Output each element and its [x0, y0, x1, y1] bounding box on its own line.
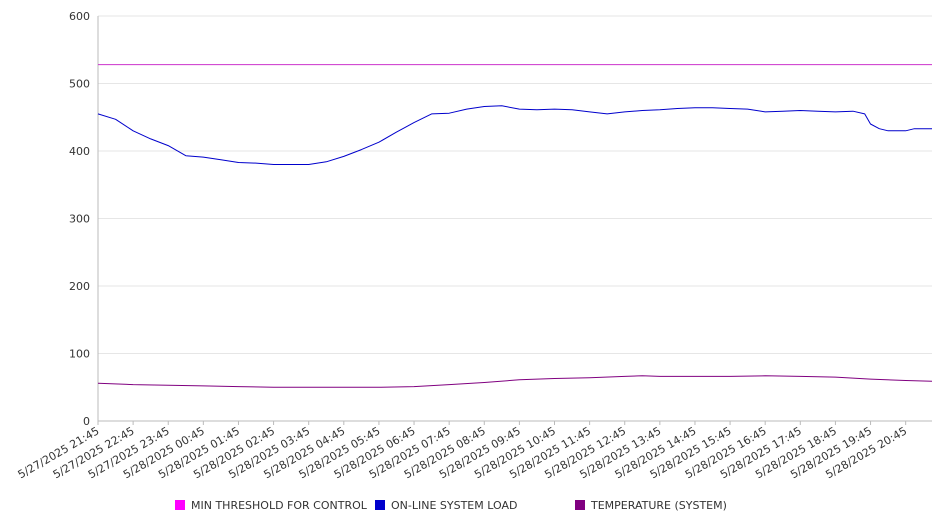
y-tick-label: 400 [69, 145, 90, 158]
y-tick-label: 500 [69, 78, 90, 91]
legend: MIN THRESHOLD FOR CONTROL ON-LINE SYSTEM… [0, 497, 946, 515]
y-tick-label: 100 [69, 348, 90, 361]
line-chart: 0 100 200 300 400 500 600 5/27/2025 21:455/27/… [16, 10, 933, 481]
legend-label-min-threshold: MIN THRESHOLD FOR CONTROL [191, 498, 367, 512]
legend-swatch-temperature [575, 500, 585, 510]
x-axis-ticks: 5/27/2025 21:455/27/2025 22:455/27/2025 … [16, 421, 909, 481]
legend-swatch-min-threshold [175, 500, 185, 510]
legend-label-system-load: ON-LINE SYSTEM LOAD [391, 498, 518, 512]
series-line-1 [97, 105, 932, 165]
axes [97, 16, 932, 422]
series-lines [97, 64, 933, 388]
y-tick-label: 0 [83, 415, 90, 428]
legend-item-min-threshold: MIN THRESHOLD FOR CONTROL [175, 497, 367, 513]
series-line-2 [97, 375, 933, 388]
legend-item-system-load: ON-LINE SYSTEM LOAD [375, 497, 517, 513]
legend-item-temperature: TEMPERATURE (SYSTEM) [575, 497, 727, 513]
y-tick-label: 200 [69, 280, 90, 293]
grid-lines [98, 15, 932, 422]
y-tick-label: 600 [69, 10, 90, 23]
y-axis-ticks: 0 100 200 300 400 500 600 [69, 10, 90, 428]
legend-swatch-system-load [375, 500, 385, 510]
y-tick-label: 300 [69, 213, 90, 226]
legend-label-temperature: TEMPERATURE (SYSTEM) [591, 498, 727, 512]
